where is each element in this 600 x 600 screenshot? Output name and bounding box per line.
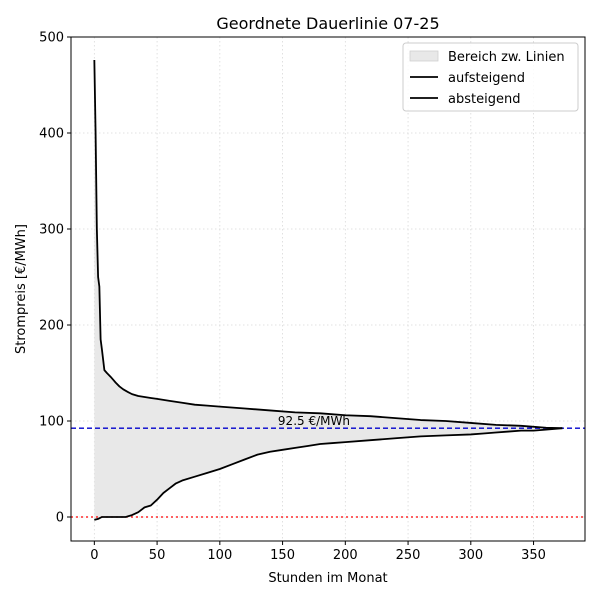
axis-ticks: 0 50 100 150 200 250 300 350 0 100 200 300 400 500 bbox=[39, 31, 546, 564]
series-lines bbox=[93, 60, 563, 521]
x-tick-label: 150 bbox=[270, 548, 295, 563]
x-tick-label: 0 bbox=[90, 548, 98, 563]
line-aufsteigend bbox=[94, 427, 563, 521]
chart-title: Geordnete Dauerlinie 07-25 bbox=[216, 14, 439, 33]
legend: Bereich zw. Linien aufsteigend absteigen… bbox=[402, 42, 579, 112]
x-tick-label: 100 bbox=[207, 548, 232, 563]
y-axis-label: Strompreis [€/MWh] bbox=[14, 224, 29, 354]
y-tick-label: 0 bbox=[56, 511, 64, 526]
y-tick-label: 300 bbox=[39, 223, 64, 238]
x-tick-label: 250 bbox=[396, 548, 421, 563]
legend-label-ascending: aufsteigend bbox=[448, 71, 525, 86]
x-tick-label: 350 bbox=[521, 548, 546, 563]
x-tick-label: 300 bbox=[458, 548, 483, 563]
y-tick-label: 400 bbox=[39, 127, 64, 142]
mean-price-label: 92.5 €/MWh bbox=[278, 414, 350, 428]
legend-box bbox=[402, 42, 579, 112]
legend-label-descending: absteigend bbox=[448, 92, 520, 107]
y-tick-label: 100 bbox=[39, 415, 64, 430]
x-tick-label: 200 bbox=[333, 548, 358, 563]
legend-swatch-fill bbox=[409, 50, 439, 62]
reference-lines bbox=[71, 427, 585, 518]
x-axis-label: Stunden im Monat bbox=[268, 571, 387, 586]
plot-frame bbox=[70, 36, 586, 542]
y-tick-label: 200 bbox=[39, 319, 64, 334]
legend-label-fill: Bereich zw. Linien bbox=[448, 50, 565, 65]
y-tick-label: 500 bbox=[39, 31, 64, 46]
line-absteigend bbox=[93, 60, 563, 430]
x-tick-label: 50 bbox=[149, 548, 166, 563]
